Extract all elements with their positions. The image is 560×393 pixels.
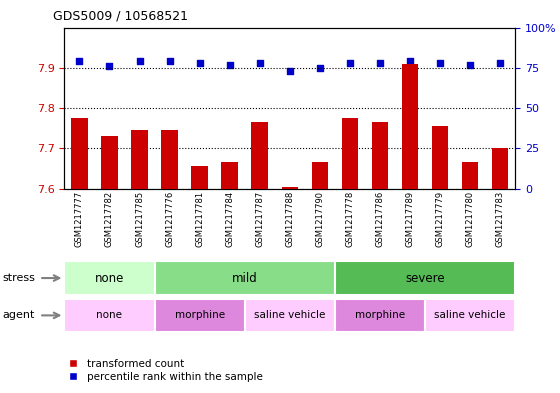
Bar — [432, 126, 449, 189]
Point — [496, 60, 505, 66]
Text: saline vehicle: saline vehicle — [435, 310, 506, 320]
Text: GSM1217785: GSM1217785 — [135, 191, 144, 247]
Text: GSM1217783: GSM1217783 — [496, 191, 505, 247]
Text: agent: agent — [3, 310, 35, 320]
Point — [286, 68, 295, 74]
Text: GSM1217786: GSM1217786 — [375, 191, 385, 247]
Bar — [131, 130, 148, 189]
Text: none: none — [96, 310, 123, 320]
Point — [375, 60, 384, 66]
Bar — [245, 299, 335, 332]
Text: GSM1217777: GSM1217777 — [75, 191, 84, 247]
Point — [225, 61, 234, 68]
Text: GSM1217781: GSM1217781 — [195, 191, 204, 247]
Text: morphine: morphine — [175, 310, 225, 320]
Bar — [161, 130, 178, 189]
Text: none: none — [95, 272, 124, 285]
Bar — [64, 299, 155, 332]
Bar — [492, 148, 508, 189]
Bar — [425, 299, 515, 332]
Text: GSM1217780: GSM1217780 — [465, 191, 475, 247]
Text: GSM1217776: GSM1217776 — [165, 191, 174, 247]
Bar — [372, 122, 388, 189]
Point — [346, 60, 354, 66]
Point — [195, 60, 204, 66]
Bar — [251, 122, 268, 189]
Point — [105, 63, 114, 69]
Point — [405, 58, 414, 64]
Point — [135, 58, 144, 64]
Bar — [342, 118, 358, 189]
Text: GSM1217790: GSM1217790 — [315, 191, 324, 247]
Text: GSM1217779: GSM1217779 — [436, 191, 445, 247]
Text: GSM1217787: GSM1217787 — [255, 191, 264, 247]
Text: GSM1217788: GSM1217788 — [285, 191, 295, 247]
Point — [436, 60, 445, 66]
Point — [255, 60, 264, 66]
Bar — [311, 162, 328, 189]
Point — [75, 58, 84, 64]
Legend: transformed count, percentile rank within the sample: transformed count, percentile rank withi… — [58, 354, 267, 386]
Text: morphine: morphine — [355, 310, 405, 320]
Bar — [462, 162, 478, 189]
Text: GDS5009 / 10568521: GDS5009 / 10568521 — [53, 10, 188, 23]
Bar — [71, 118, 88, 189]
Bar — [221, 162, 238, 189]
Bar — [335, 299, 425, 332]
Bar — [64, 261, 155, 295]
Text: GSM1217778: GSM1217778 — [346, 191, 354, 247]
Text: GSM1217784: GSM1217784 — [225, 191, 234, 247]
Point — [466, 61, 475, 68]
Bar — [155, 299, 245, 332]
Bar — [155, 261, 335, 295]
Text: mild: mild — [232, 272, 258, 285]
Bar — [282, 187, 298, 189]
Text: stress: stress — [3, 273, 36, 283]
Point — [315, 64, 324, 71]
Text: GSM1217789: GSM1217789 — [405, 191, 414, 247]
Bar — [192, 167, 208, 189]
Bar — [335, 261, 515, 295]
Text: saline vehicle: saline vehicle — [254, 310, 325, 320]
Text: severe: severe — [405, 272, 445, 285]
Text: GSM1217782: GSM1217782 — [105, 191, 114, 247]
Bar — [402, 64, 418, 189]
Point — [165, 58, 174, 64]
Bar — [101, 136, 118, 189]
